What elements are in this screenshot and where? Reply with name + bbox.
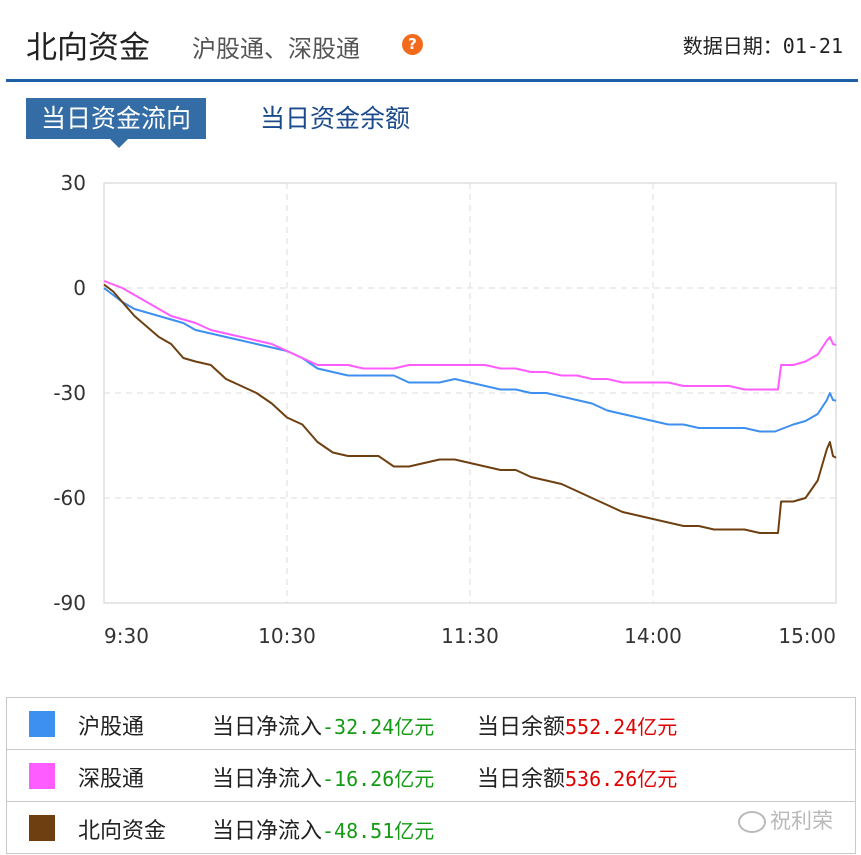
chart-series bbox=[103, 280, 837, 534]
legend-name-sh: 沪股通 bbox=[78, 715, 145, 740]
balance-label: 当日余额 bbox=[477, 715, 566, 740]
flow-chart: 30 0 -30 -60 -90 9:30 10:30 11:30 14:00 15:00 bbox=[53, 171, 837, 648]
series-line-1 bbox=[103, 280, 837, 391]
legend-row-sh: 沪股通 当日净流入-32.24亿元 当日余额552.24亿元 bbox=[7, 698, 855, 750]
legend-inflow-north: 当日净流入-48.51亿元 bbox=[212, 813, 434, 845]
balance-label: 当日余额 bbox=[477, 767, 566, 792]
y-tick-label: -30 bbox=[53, 381, 86, 405]
y-tick-label: -90 bbox=[53, 591, 86, 615]
date-label: 数据日期： bbox=[682, 34, 783, 58]
y-tick-label: -60 bbox=[53, 486, 86, 510]
legend-inflow-sh: 当日净流入-32.24亿元 bbox=[212, 709, 434, 741]
chart-axes: 30 0 -30 -60 -90 9:30 10:30 11:30 14:00 15:00 bbox=[53, 171, 836, 648]
series-line-2 bbox=[103, 283, 837, 534]
inflow-label: 当日净流入 bbox=[212, 767, 323, 792]
x-tick-label: 9:30 bbox=[104, 624, 149, 648]
legend-swatch-north bbox=[29, 815, 55, 841]
series-line-0 bbox=[103, 287, 837, 433]
legend-name-north: 北向资金 bbox=[78, 819, 167, 844]
legend-inflow-sz: 当日净流入-16.26亿元 bbox=[212, 761, 434, 793]
page-title: 北向资金 bbox=[26, 30, 150, 66]
balance-value: 536.26亿元 bbox=[565, 767, 678, 791]
legend-table: 沪股通 当日净流入-32.24亿元 当日余额552.24亿元 深股通 当日净流入… bbox=[6, 697, 856, 854]
inflow-value: -32.24亿元 bbox=[322, 715, 435, 739]
legend-name-sz: 深股通 bbox=[78, 767, 145, 792]
legend-row-sz: 深股通 当日净流入-16.26亿元 当日余额536.26亿元 bbox=[7, 750, 855, 802]
watermark: 祝利荣 bbox=[738, 805, 833, 835]
legend-swatch-sh bbox=[29, 711, 55, 737]
tab-daily-balance[interactable]: 当日资金余额 bbox=[260, 104, 411, 133]
question-icon[interactable]: ? bbox=[402, 34, 423, 55]
header: 北向资金 沪股通、深股通 ? 数据日期：01-21 bbox=[0, 0, 861, 82]
row-divider bbox=[7, 749, 855, 750]
legend-swatch-sz bbox=[29, 763, 55, 789]
y-tick-label: 30 bbox=[61, 171, 86, 195]
x-tick-label: 11:30 bbox=[441, 624, 499, 648]
chart-grid bbox=[103, 182, 837, 604]
balance-value: 552.24亿元 bbox=[565, 715, 678, 739]
legend-balance-sh: 当日余额552.24亿元 bbox=[477, 709, 677, 741]
data-date: 数据日期：01-21 bbox=[683, 30, 843, 59]
tab-daily-flow[interactable]: 当日资金流向 bbox=[26, 98, 206, 139]
row-divider bbox=[7, 801, 855, 802]
page-subtitle: 沪股通、深股通 bbox=[192, 35, 360, 63]
x-tick-label: 10:30 bbox=[258, 624, 316, 648]
inflow-label: 当日净流入 bbox=[212, 819, 323, 844]
watermark-text: 祝利荣 bbox=[770, 809, 833, 833]
header-divider bbox=[6, 79, 858, 82]
inflow-value: -48.51亿元 bbox=[322, 819, 435, 843]
legend-row-north: 北向资金 当日净流入-48.51亿元 bbox=[7, 802, 855, 854]
inflow-value: -16.26亿元 bbox=[322, 767, 435, 791]
date-value: 01-21 bbox=[782, 34, 843, 58]
wechat-icon bbox=[738, 811, 766, 833]
y-tick-label: 0 bbox=[73, 276, 86, 300]
inflow-label: 当日净流入 bbox=[212, 715, 323, 740]
legend-balance-sz: 当日余额536.26亿元 bbox=[477, 761, 677, 793]
x-tick-label: 14:00 bbox=[624, 624, 682, 648]
active-tab-indicator bbox=[110, 139, 128, 148]
x-tick-label: 15:00 bbox=[778, 624, 836, 648]
